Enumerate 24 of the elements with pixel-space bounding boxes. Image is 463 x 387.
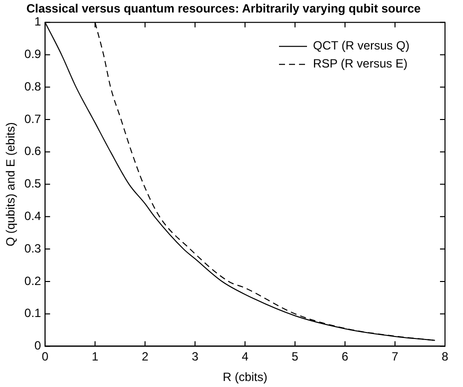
x-tick-label: 4 [242,350,249,364]
y-tick-label: 0.9 [24,47,42,62]
y-tick-label: 0.1 [24,306,42,320]
x-tick-label: 3 [192,350,199,364]
x-tick-label: 6 [342,350,349,364]
chart-title: Classical versus quantum resources: Arbitrarily varying qubit source [26,2,422,16]
y-tick-label: 0.8 [24,79,42,94]
y-tick-label: 0.4 [24,208,42,223]
x-axis-title: R (cbits) [222,370,268,384]
x-tick-label: 7 [392,350,399,364]
x-tick-label: 1 [92,350,99,364]
x-tick-label: 5 [292,350,299,364]
y-axis-title: Q (qubits) and E (ebits) [4,122,18,246]
legend-label: QCT (R versus Q) [313,38,410,53]
legend-label: RSP (R versus E) [313,56,408,71]
y-tick-label: 0.2 [24,274,42,288]
y-tick-label: 0.7 [24,112,42,126]
y-tick-label: 0.5 [24,176,42,191]
y-tick-label: 0.6 [24,144,42,158]
y-tick-label: 0.3 [24,241,42,256]
y-tick-label: 1 [34,14,42,29]
x-tick-label: 2 [142,350,149,364]
y-tick-label: 0 [34,338,42,353]
x-tick-label: 8 [442,350,449,364]
